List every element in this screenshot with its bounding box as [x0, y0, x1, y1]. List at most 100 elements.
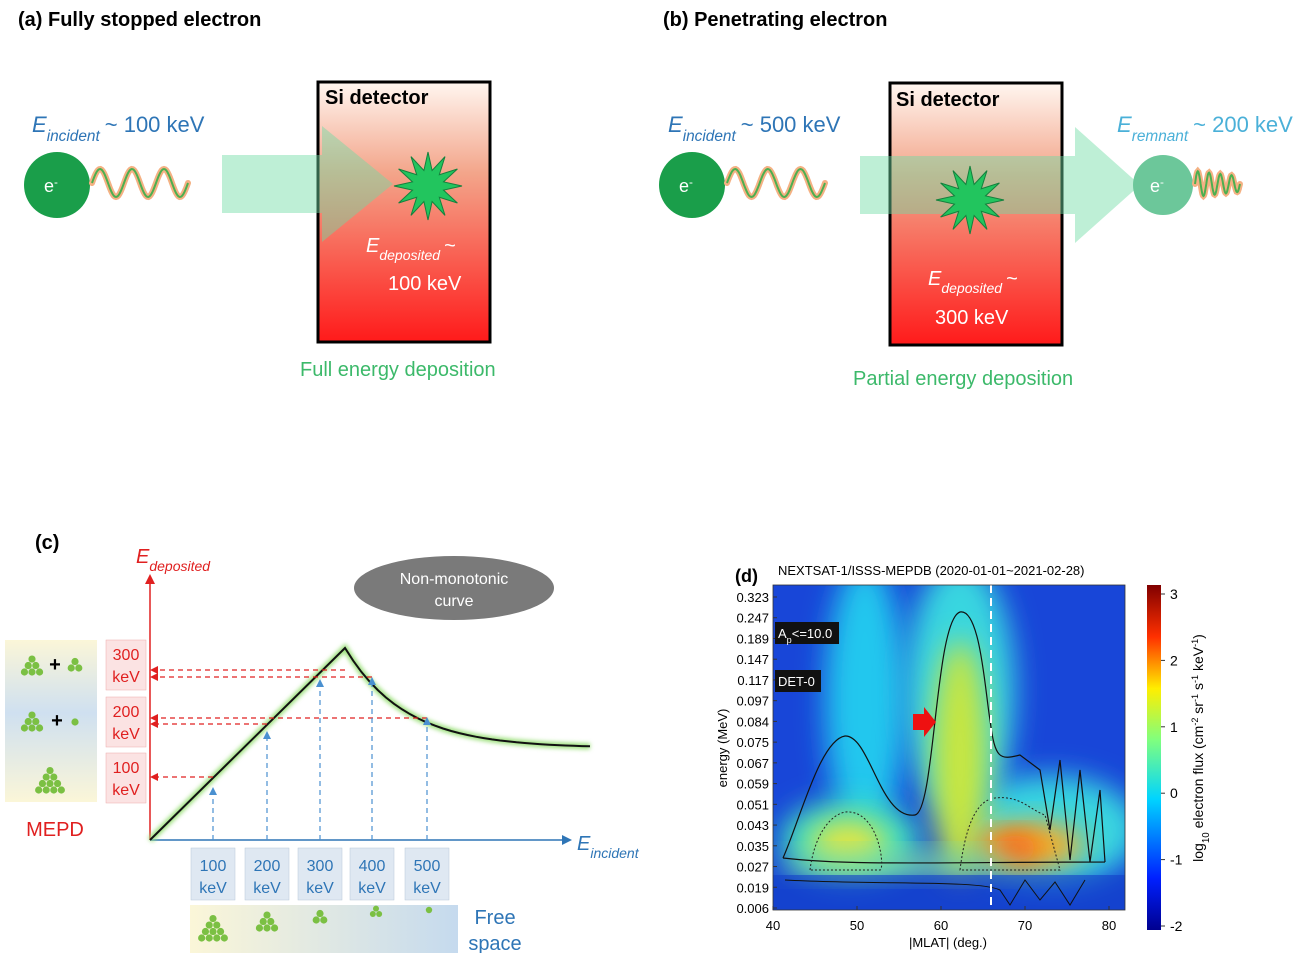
particle-dot: [50, 786, 57, 793]
deposited-level: keV: [112, 782, 140, 799]
heatmap: [773, 560, 1140, 910]
incident-level: 300: [307, 858, 334, 875]
heatmap-low-band: [773, 875, 1125, 910]
particle-dot: [313, 916, 320, 923]
incident-energy: Eincident~ 100 keV: [32, 112, 205, 145]
condition-text: DET-0: [778, 674, 815, 689]
panel-label: (d): [735, 566, 758, 586]
guide-arrow: [209, 787, 217, 795]
y-tick-label: 0.035: [736, 839, 769, 854]
note-text: curve: [434, 593, 473, 610]
y-tick-label: 0.097: [736, 694, 769, 709]
particle-dot: [71, 718, 78, 725]
guide-arrow: [316, 679, 324, 687]
colorbar-label-part: 10: [1201, 832, 1212, 843]
heatmap-blob: [990, 834, 1040, 862]
remnant-energy: Eremnant~ 200 keV: [1117, 112, 1293, 145]
free-space-label: Free: [474, 907, 515, 929]
particle-dot: [46, 767, 53, 774]
deposited-level: 200: [113, 704, 140, 721]
incident-level: 400: [359, 858, 386, 875]
particle-dot: [68, 664, 75, 671]
y-axis-label-part: deposited: [149, 558, 211, 574]
particle-dot: [263, 911, 270, 918]
particle-dot: [36, 668, 43, 675]
x-axis-arrow: [562, 835, 572, 845]
particle-dot: [213, 934, 220, 941]
y-axis-label: Edeposited: [136, 546, 211, 574]
guide-arrow: [150, 720, 158, 728]
x-tick-label: 80: [1102, 918, 1116, 933]
plus-sign: +: [51, 710, 63, 732]
incident-energy-part: E: [32, 112, 47, 137]
incident-energy-part: E: [668, 112, 683, 137]
incident-energy-part: ~ 100 keV: [105, 112, 205, 137]
y-tick-label: 0.247: [736, 611, 769, 626]
colorbar-label-part: s: [1190, 683, 1206, 694]
detector-label: Si detector: [325, 87, 429, 109]
heatmap-blob: [825, 560, 905, 840]
y-tick-label: 0.084: [736, 714, 769, 729]
incident-level: keV: [199, 880, 227, 897]
particle-dot: [71, 658, 78, 665]
y-axis-label: energy (MeV): [715, 709, 730, 788]
deposited-energy-part: ~: [444, 235, 456, 257]
remnant-energy-part: remnant: [1132, 128, 1189, 145]
particle-dot: [35, 786, 42, 793]
particle-dot: [267, 918, 274, 925]
colorbar-label-part: -1: [1190, 694, 1200, 702]
colorbar-tick-label: 1: [1170, 719, 1178, 735]
deposited-energy-part: deposited: [379, 247, 441, 263]
x-tick-label: 60: [934, 918, 948, 933]
particle-dot: [263, 924, 270, 931]
note-text: Non-monotonic: [400, 571, 509, 588]
condition-text-part: <=10.0: [792, 626, 833, 641]
y-tick-label: 0.051: [736, 797, 769, 812]
particle-dot: [39, 780, 46, 787]
guide-arrow: [150, 773, 158, 781]
colorbar-tick-label: 0: [1170, 785, 1178, 801]
incident-level: keV: [358, 880, 386, 897]
condition-text-part: A: [778, 626, 787, 641]
x-axis-label-part: incident: [590, 845, 639, 861]
particle-dot: [198, 934, 205, 941]
particle-dot: [209, 928, 216, 935]
electron-label-part: -: [689, 176, 693, 189]
particle-dot: [376, 911, 382, 917]
particle-dot: [426, 907, 432, 913]
deposited-level: 100: [113, 760, 140, 777]
colorbar-label-part: electron flux (cm: [1190, 726, 1206, 833]
free-space-background: [190, 905, 458, 953]
electron-label-part: e: [1150, 176, 1160, 196]
particle-dot: [43, 773, 50, 780]
y-tick-label: 0.067: [736, 756, 769, 771]
particle-dot: [202, 928, 209, 935]
colorbar-tick-label: 3: [1170, 586, 1178, 602]
incident-level: 500: [414, 858, 441, 875]
particle-dot: [21, 668, 28, 675]
incident-level: keV: [413, 880, 441, 897]
colorbar-label: log10 electron flux (cm-2 sr-1 s-1 keV-1…: [1190, 634, 1212, 862]
plot-title: NEXTSAT-1/ISSS-MEPDB (2020-01-01~2021-02…: [778, 563, 1084, 578]
x-tick-label: 50: [850, 918, 864, 933]
particle-dot: [373, 906, 379, 912]
colorbar: [1147, 585, 1161, 930]
remnant-energy-part: E: [1117, 112, 1132, 137]
x-axis-label: |MLAT| (deg.): [909, 935, 987, 950]
y-tick-label: 0.027: [736, 860, 769, 875]
particle-dot: [32, 718, 39, 725]
y-tick-label: 0.117: [737, 673, 769, 688]
particle-dot: [28, 724, 35, 731]
panel-label: (c): [35, 532, 59, 554]
particle-dot: [28, 655, 35, 662]
particle-dot: [32, 662, 39, 669]
particle-dot: [370, 911, 376, 917]
particle-dot: [206, 921, 213, 928]
incident-energy-part: incident: [683, 128, 737, 145]
particle-dot: [221, 934, 228, 941]
colorbar-label-part: keV: [1190, 646, 1206, 675]
panel-label: (b) Penetrating electron: [663, 9, 887, 31]
deposited-energy-part: E: [366, 235, 380, 257]
particle-dot: [316, 910, 323, 917]
particle-dot: [43, 786, 50, 793]
